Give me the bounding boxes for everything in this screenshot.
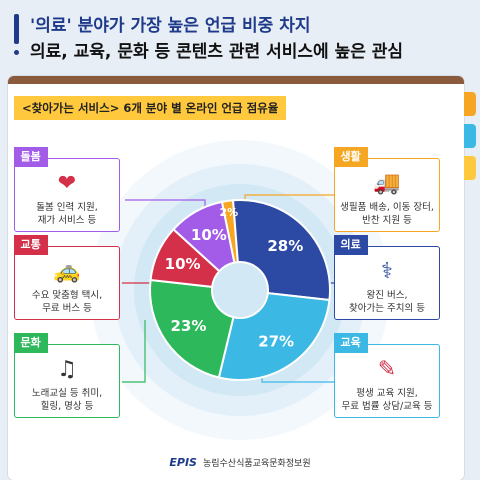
donut-label-교통: 10% xyxy=(165,255,201,273)
donut-label-문화: 23% xyxy=(170,317,206,335)
card-medical: 의료 ⚕ 왕진 버스, 찾아가는 주치의 등 xyxy=(333,235,440,320)
card-care-desc: 돌봄 인력 지원, 재가 서비스 등 xyxy=(17,201,117,227)
teacher-icon: ✎ xyxy=(377,357,397,382)
card-care: 돌봄 ❤ 돌봄 인력 지원, 재가 서비스 등 xyxy=(13,147,120,232)
card-life: 생활 🚚 생필품 배송, 이동 장터, 반찬 지원 등 xyxy=(333,147,440,232)
card-care-desc-2: 재가 서비스 등 xyxy=(37,215,97,226)
header-title-line2: 의료, 교육, 문화 등 콘텐츠 관련 서비스에 높은 관심 xyxy=(30,42,404,62)
card-life-desc-2: 반찬 지원 등 xyxy=(362,215,412,226)
card-transport-desc-1: 수요 맞춤형 택시, xyxy=(31,290,103,301)
donut-slice-문화 xyxy=(149,278,235,379)
singer-icon: ♫ xyxy=(57,357,77,382)
donut-slice-의료 xyxy=(231,199,331,302)
donut-slice-교육 xyxy=(217,292,331,381)
card-culture-desc: 노래교실 등 취미, 힐링, 명상 등 xyxy=(17,387,117,413)
card-medical-desc-2: 찾아가는 주치의 등 xyxy=(349,303,425,314)
card-transport-desc-2: 무료 버스 등 xyxy=(42,303,92,314)
card-culture-desc-1: 노래교실 등 취미, xyxy=(31,388,103,399)
card-life-label: 생활 xyxy=(333,147,368,167)
header: '의료' 분야가 가장 높은 언급 비중 차지 의료, 교육, 문화 등 콘텐츠… xyxy=(0,0,480,82)
connector-line xyxy=(122,320,146,383)
card-education-desc: 평생 교육 지원, 무료 법률 상담/교육 등 xyxy=(337,387,437,413)
card-life-desc: 생필품 배송, 이동 장터, 반찬 지원 등 xyxy=(337,201,437,227)
donut-label-의료: 28% xyxy=(267,237,303,255)
truck-icon: 🚚 xyxy=(373,171,401,196)
card-medical-desc-1: 왕진 버스, xyxy=(366,290,408,301)
card-education-desc-1: 평생 교육 지원, xyxy=(356,388,418,399)
donut-label-생활: 2% xyxy=(219,206,238,219)
card-education: 교육 ✎ 평생 교육 지원, 무료 법률 상담/교육 등 xyxy=(333,333,440,418)
doctor-icon: ⚕ xyxy=(381,259,393,284)
taxi-icon: 🚕 xyxy=(53,259,81,284)
card-care-desc-1: 돌봄 인력 지원, xyxy=(36,202,98,213)
side-tab-blue xyxy=(464,124,476,148)
card-medical-label: 의료 xyxy=(333,235,368,255)
header-accent-bar xyxy=(14,14,19,44)
donut-label-돌봄: 10% xyxy=(191,226,227,244)
chart-subtitle: <찾아가는 서비스> 6개 분야 별 온라인 언급 점유율 xyxy=(14,96,287,120)
footer: EPIS 농림수산식품교육문화정보원 xyxy=(0,456,480,469)
card-care-label: 돌봄 xyxy=(13,147,48,167)
card-life-desc-1: 생필품 배송, 이동 장터, xyxy=(340,202,434,213)
card-education-desc-2: 무료 법률 상담/교육 등 xyxy=(341,401,433,412)
card-culture-label: 문화 xyxy=(13,333,48,353)
heart-hands-icon: ❤ xyxy=(57,171,77,196)
side-tab-yellow xyxy=(464,156,476,180)
donut-label-교육: 27% xyxy=(258,333,294,351)
card-culture-desc-2: 힐링, 명상 등 xyxy=(40,401,94,412)
epis-logo: EPIS xyxy=(169,456,197,469)
card-medical-desc: 왕진 버스, 찾아가는 주치의 등 xyxy=(337,289,437,315)
card-education-label: 교육 xyxy=(333,333,368,353)
header-title-line1: '의료' 분야가 가장 높은 언급 비중 차지 xyxy=(30,16,311,36)
card-transport-label: 교통 xyxy=(13,235,48,255)
panel-top-edge xyxy=(8,76,464,84)
donut-slice-돌봄 xyxy=(172,200,236,273)
footer-org: 농림수산식품교육문화정보원 xyxy=(202,459,311,469)
side-tab-orange xyxy=(464,92,476,116)
card-transport: 교통 🚕 수요 맞춤형 택시, 무료 버스 등 xyxy=(13,235,120,320)
card-culture: 문화 ♫ 노래교실 등 취미, 힐링, 명상 등 xyxy=(13,333,120,418)
card-transport-desc: 수요 맞춤형 택시, 무료 버스 등 xyxy=(17,289,117,315)
header-accent-dot xyxy=(14,50,19,55)
